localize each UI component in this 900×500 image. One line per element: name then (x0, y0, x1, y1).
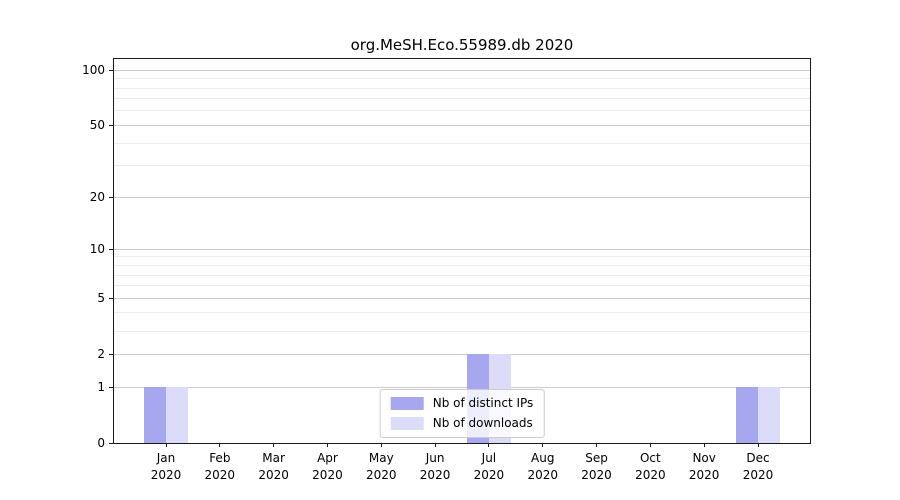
x-tick-aug (542, 443, 544, 447)
gridline-minor-y-30 (114, 165, 810, 167)
gridline-y-5 (114, 297, 810, 299)
y-tick-label-100: 100 (82, 63, 105, 78)
legend-swatch-distinct-ips (390, 397, 424, 410)
y-tick-label-20: 20 (89, 190, 105, 205)
y-tick-label-1: 1 (97, 380, 105, 394)
legend-item-distinct-ips: Nb of distinct IPs (390, 396, 534, 410)
bar-dec-nb-of-distinct-ips (736, 387, 758, 443)
y-tick-label-10: 10 (89, 242, 105, 257)
gridline-minor-y-40 (114, 142, 810, 144)
y-tick-0 (109, 442, 113, 444)
gridline-minor-y-7 (114, 274, 810, 276)
gridline-minor-y-60 (114, 110, 810, 112)
x-tick-label-sep: Sep 2020 (581, 451, 612, 482)
y-tick-1 (109, 386, 113, 388)
x-tick-label-dec: Dec 2020 (742, 451, 774, 482)
x-tick-mar (273, 443, 275, 447)
y-tick-2 (109, 353, 113, 355)
x-tick-label-aug: Aug 2020 (527, 451, 558, 482)
x-tick-label-jul: Jul 2020 (473, 451, 505, 482)
gridline-minor-y-70 (114, 98, 810, 100)
y-tick-label-0: 0 (97, 436, 105, 450)
x-tick-feb (219, 443, 221, 447)
bar-jan-nb-of-downloads (166, 387, 188, 443)
y-tick-10 (109, 248, 113, 250)
x-tick-sep (596, 443, 598, 447)
x-tick-label-jan: Jan 2020 (150, 451, 182, 482)
x-tick-label-jun: Jun 2020 (419, 451, 451, 482)
y-tick-5 (109, 297, 113, 299)
x-tick-apr (326, 443, 328, 447)
legend-swatch-downloads (390, 417, 424, 430)
bar-jan-nb-of-distinct-ips (144, 387, 166, 443)
x-tick-jul (488, 443, 490, 447)
gridline-minor-y-90 (114, 78, 810, 80)
legend: Nb of distinct IPs Nb of downloads (379, 389, 545, 438)
gridline-y-20 (114, 196, 810, 198)
y-tick-label-50: 50 (89, 118, 105, 133)
x-tick-jan (165, 443, 167, 447)
gridline-y-100 (114, 69, 810, 71)
gridline-y-2 (114, 353, 810, 355)
y-tick-label-2: 2 (97, 347, 105, 362)
gridline-minor-y-6 (114, 285, 810, 287)
gridline-minor-y-4 (114, 312, 810, 314)
y-tick-label-5: 5 (97, 291, 105, 306)
gridline-minor-y-80 (114, 87, 810, 89)
x-tick-label-feb: Feb 2020 (204, 451, 236, 482)
gridline-minor-y-9 (114, 256, 810, 258)
x-tick-jun (434, 443, 436, 447)
x-tick-label-mar: Mar 2020 (258, 451, 289, 482)
x-tick-label-oct: Oct 2020 (635, 451, 666, 482)
gridline-minor-y-3 (114, 330, 810, 332)
gridline-y-50 (114, 124, 810, 126)
chart-title: org.MeSH.Eco.55989.db 2020 (350, 36, 574, 54)
gridline-y-1 (114, 386, 810, 388)
legend-label-distinct-ips: Nb of distinct IPs (432, 396, 534, 410)
bar-dec-nb-of-downloads (758, 387, 780, 443)
y-tick-20 (109, 196, 113, 198)
x-tick-label-nov: Nov 2020 (688, 451, 720, 482)
x-tick-may (380, 443, 382, 447)
plot-area: Nb of distinct IPs Nb of downloads 0 1 2 5 1… (82, 58, 811, 482)
gridline-y-10 (114, 248, 810, 250)
x-tick-oct (649, 443, 651, 447)
x-tick-nov (703, 443, 705, 447)
y-tick-100 (109, 69, 113, 71)
gridline-minor-y-8 (114, 265, 810, 266)
x-tick-label-apr: Apr 2020 (312, 451, 343, 482)
x-tick-label-may: May 2020 (365, 451, 397, 482)
x-tick-dec (757, 443, 759, 447)
legend-label-downloads: Nb of downloads (432, 416, 533, 430)
legend-item-downloads: Nb of downloads (390, 416, 534, 430)
y-tick-50 (109, 124, 113, 126)
